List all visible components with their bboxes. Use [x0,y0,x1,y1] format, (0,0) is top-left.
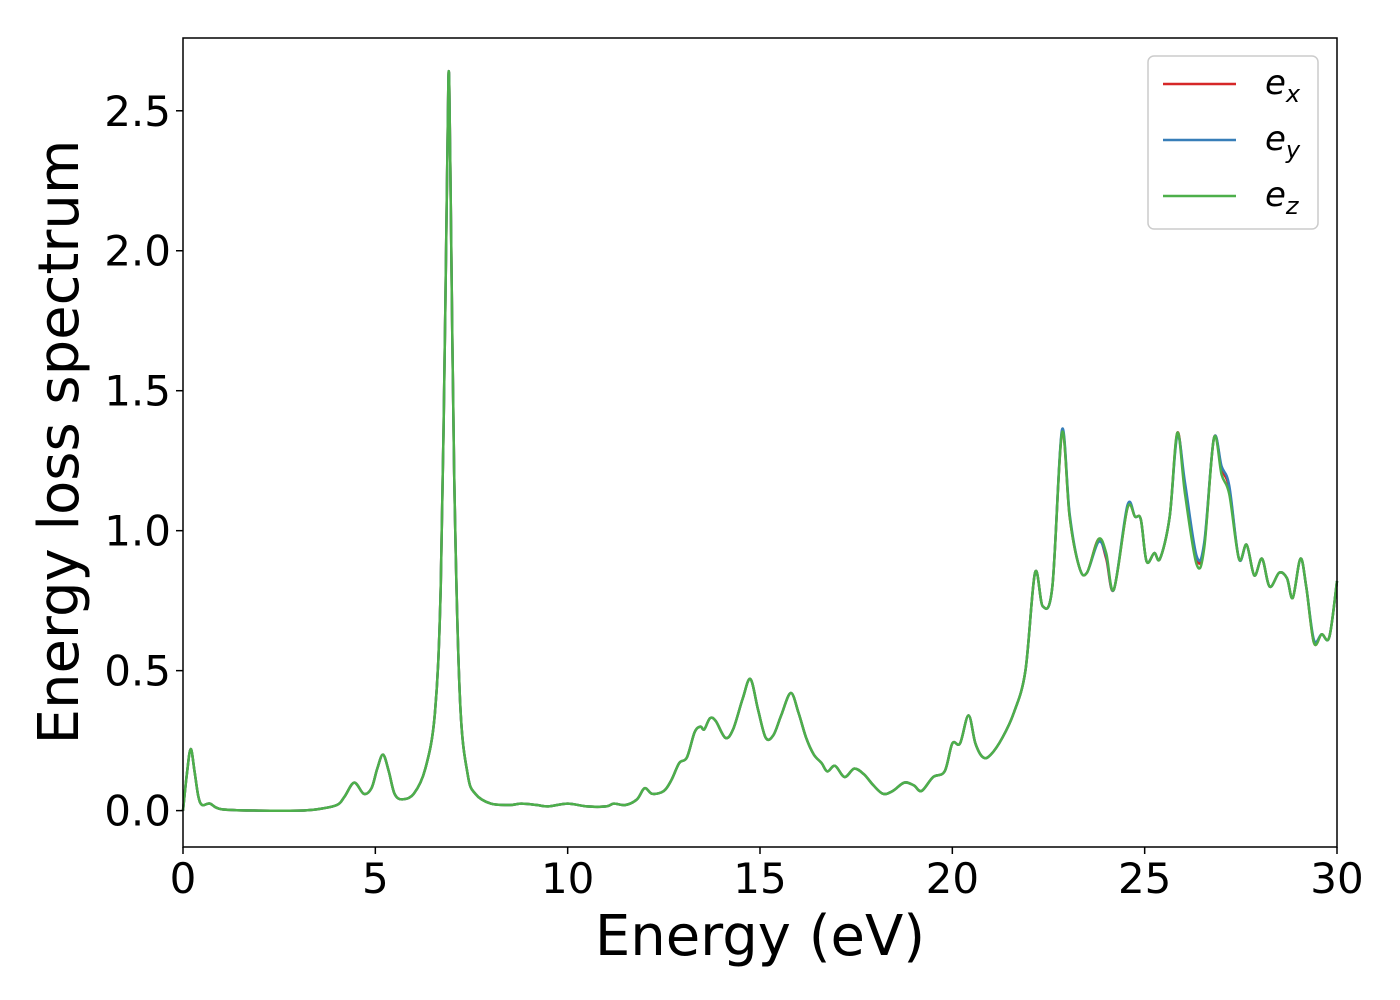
x-tick-label: 30 [1310,854,1363,903]
legend-box [1147,55,1319,230]
legend-label-y: ey [1265,119,1301,164]
x-tick-label: 5 [362,854,389,903]
x-tick-label: 25 [1118,854,1171,903]
x-axis: 0 5 10 15 20 25 30 [170,847,1364,903]
x-tick-label: 10 [541,854,594,903]
y-tick-label: 0.5 [104,647,171,696]
x-tick-label: 0 [170,854,197,903]
x-axis-label: Energy (eV) [595,904,925,969]
legend: ex ey ez [1147,55,1319,230]
y-tick-label: 0.0 [104,787,171,836]
legend-label-x: ex [1265,63,1301,108]
legend-label-z: ez [1265,175,1300,220]
series-line-e-z [181,69,1339,813]
x-tick-label: 20 [926,854,979,903]
x-tick-label: 15 [733,854,786,903]
y-axis: 0.0 0.5 1.0 1.5 2.0 2.5 [104,87,183,836]
y-tick-label: 1.0 [104,507,171,556]
plot-area [181,69,1339,813]
y-axis-label: Energy loss spectrum [27,140,92,745]
y-tick-label: 2.5 [104,87,171,136]
y-tick-label: 2.0 [104,227,171,276]
y-tick-label: 1.5 [104,367,171,416]
